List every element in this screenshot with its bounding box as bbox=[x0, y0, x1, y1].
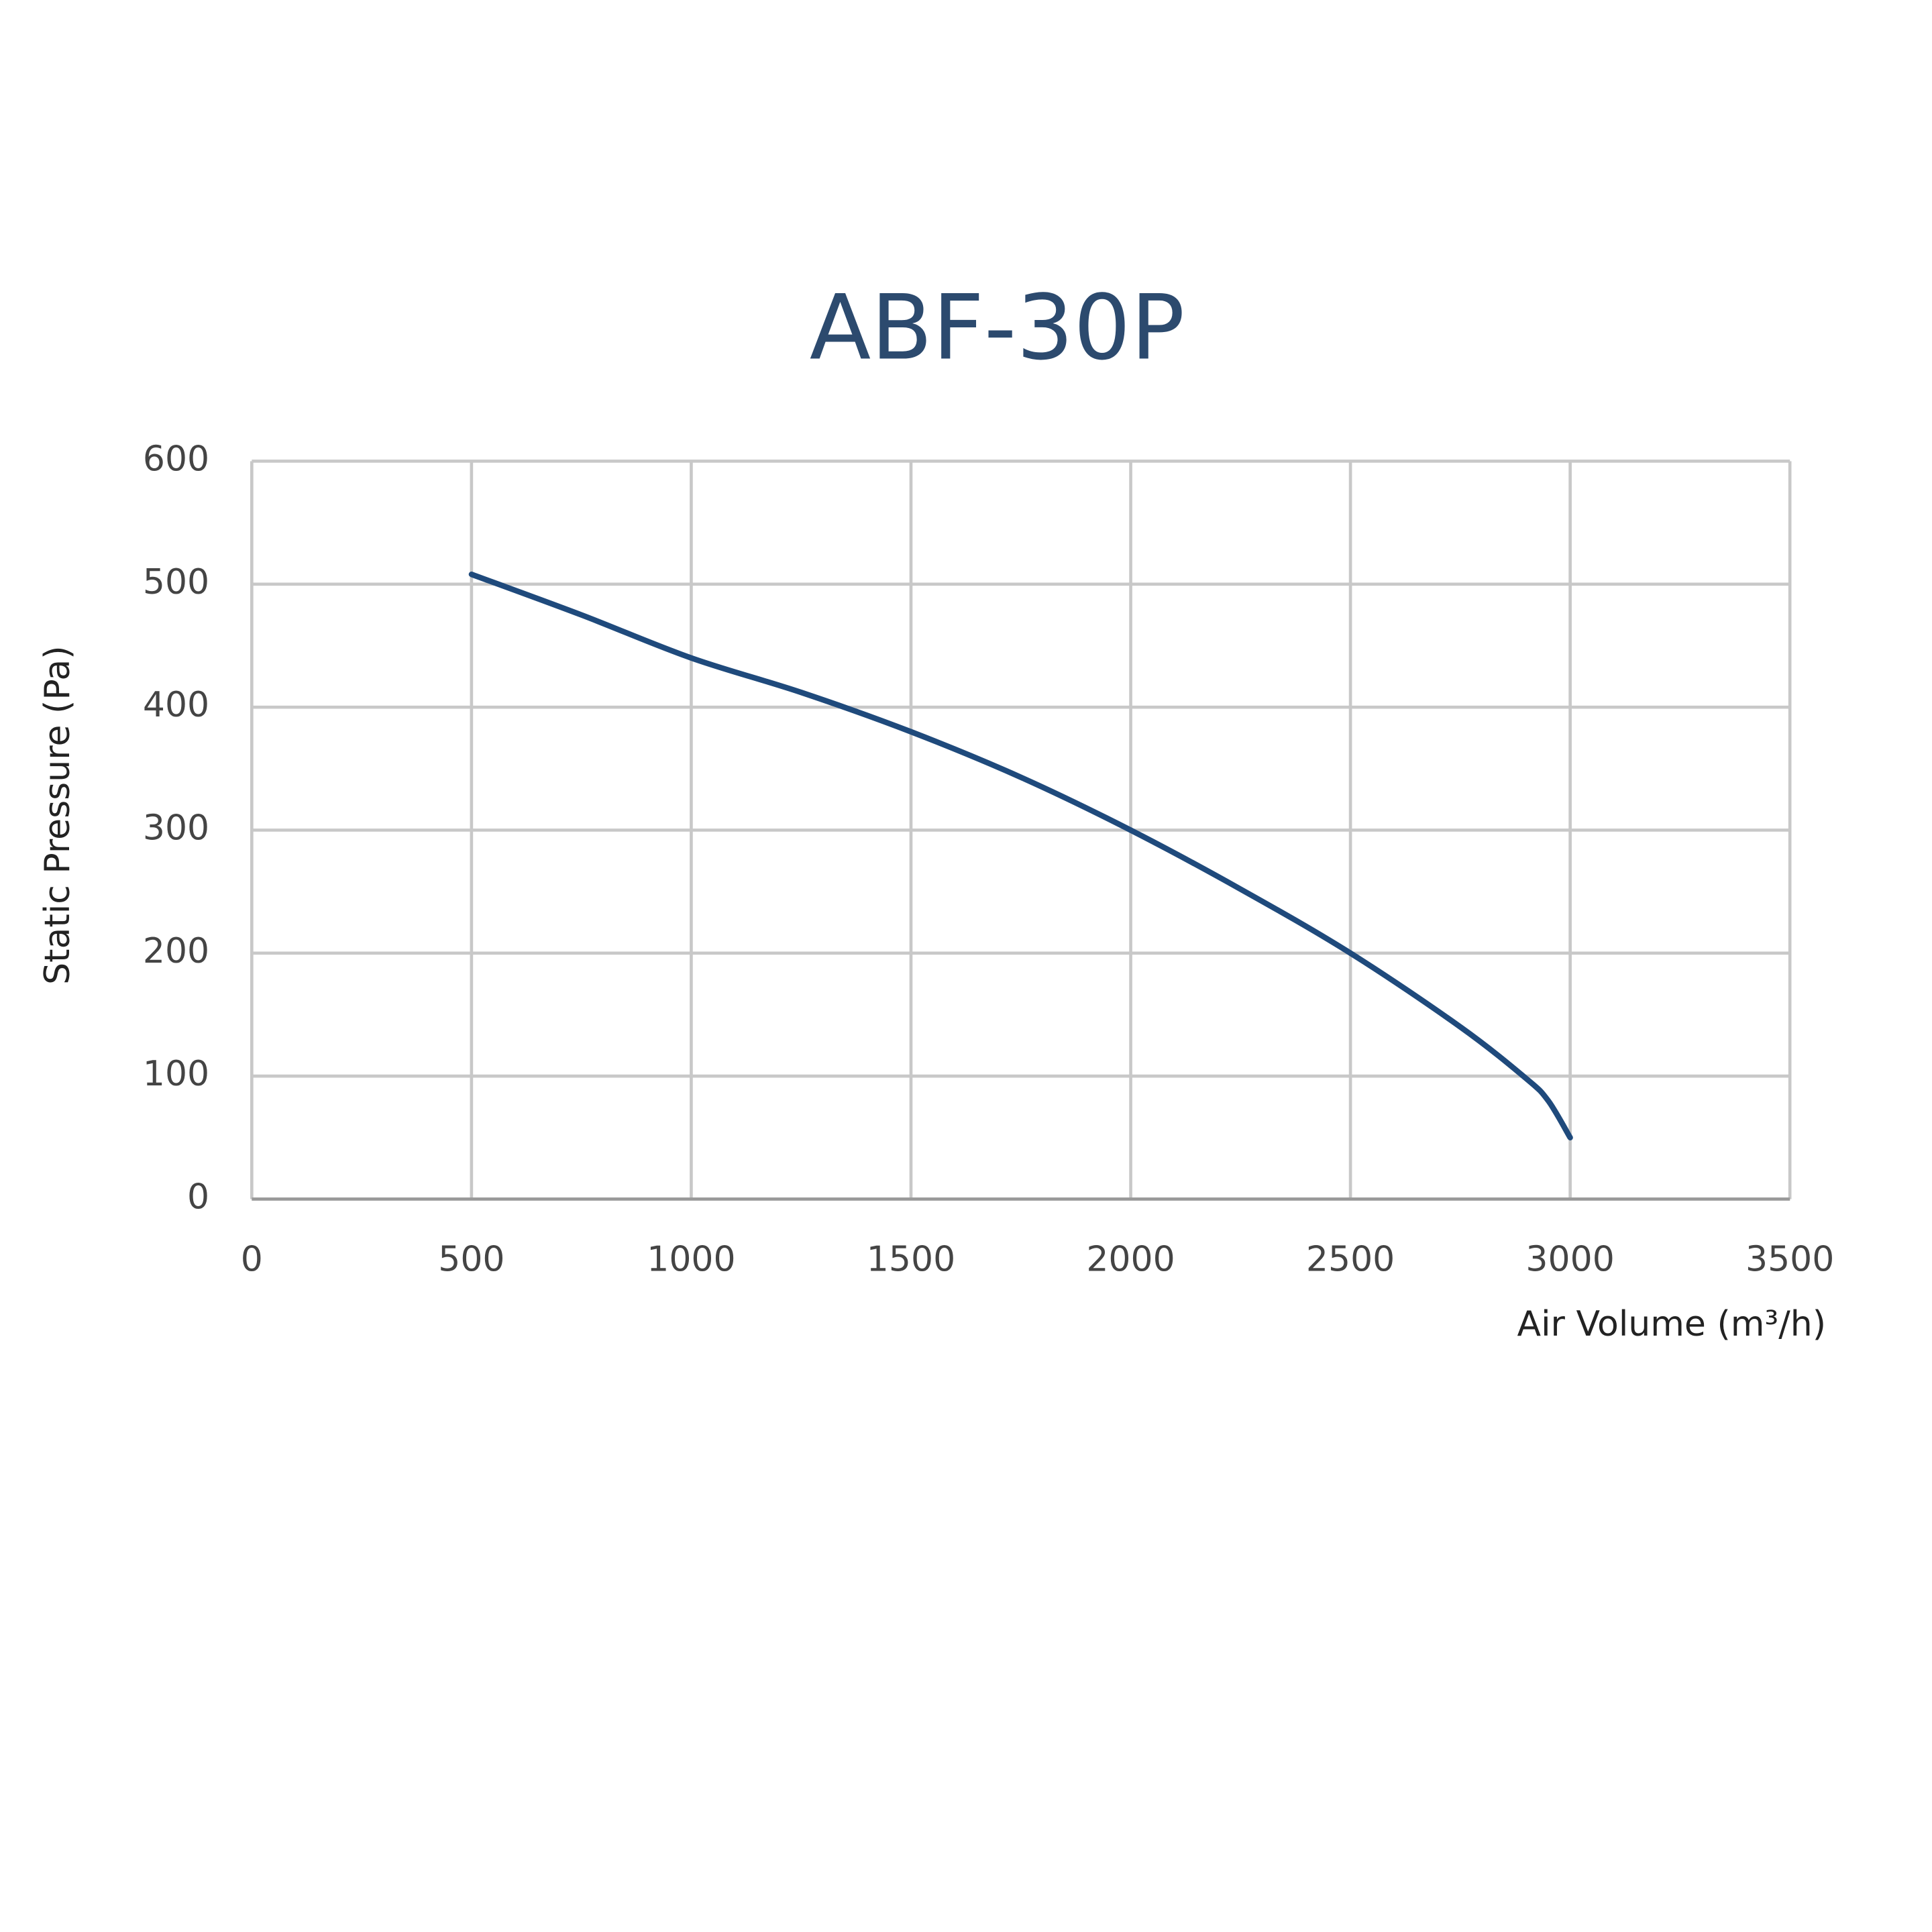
data-line bbox=[468, 571, 1573, 1140]
x-tick-label: 1000 bbox=[647, 1239, 735, 1279]
x-tick-label: 3500 bbox=[1746, 1239, 1834, 1279]
y-tick-label: 600 bbox=[143, 439, 209, 479]
y-tick-label: 0 bbox=[187, 1177, 209, 1217]
y-tick-label: 100 bbox=[143, 1054, 209, 1094]
x-tick-label: 500 bbox=[438, 1239, 504, 1279]
x-tick-label: 1500 bbox=[867, 1239, 955, 1279]
x-tick-label: 0 bbox=[241, 1239, 263, 1279]
x-tick-label: 2000 bbox=[1086, 1239, 1175, 1279]
y-tick-label: 500 bbox=[143, 562, 209, 602]
y-tick-label: 200 bbox=[143, 931, 209, 971]
y-tick-label: 300 bbox=[143, 808, 209, 848]
y-axis-label: Static Pressure (Pa) bbox=[38, 645, 78, 984]
chart-title: ABF-30P bbox=[810, 276, 1185, 380]
x-tick-label: 2500 bbox=[1306, 1239, 1395, 1279]
x-axis-label: Air Volume (m³/h) bbox=[1517, 1304, 1827, 1344]
y-tick-label: 400 bbox=[143, 685, 209, 725]
x-tick-label: 3000 bbox=[1525, 1239, 1614, 1279]
